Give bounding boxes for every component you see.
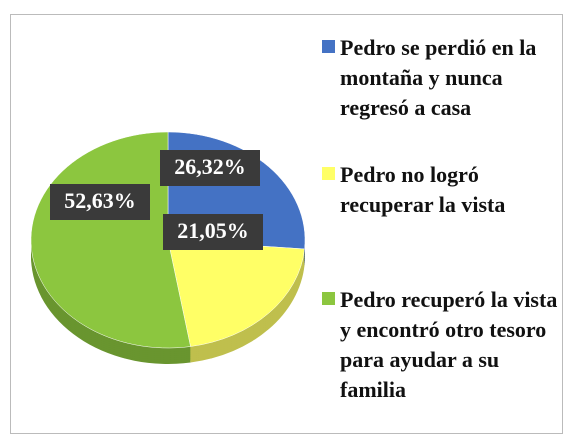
- value-label: 26,32%: [174, 154, 246, 179]
- label-bg: [160, 150, 260, 186]
- legend-swatch: [322, 40, 335, 53]
- legend-label: Pedro recuperó la vista y encontró otro …: [340, 287, 558, 402]
- legend-label: Pedro no logró recuperar la vista: [340, 162, 506, 217]
- label-bg: [163, 214, 263, 250]
- legend-label: Pedro se perdió en la montaña y nunca re…: [340, 35, 537, 120]
- legend-entry: Pedro no logró recuperar la vista: [322, 160, 560, 220]
- label-bg: [50, 184, 150, 220]
- legend-swatch: [322, 292, 335, 305]
- value-label: 21,05%: [177, 218, 249, 243]
- value-label-box: 26,32%: [160, 150, 260, 186]
- slice: [167, 239, 305, 347]
- value-label-box: 52,63%: [50, 184, 150, 220]
- legend-entry: Pedro recuperó la vista y encontró otro …: [322, 285, 560, 405]
- legend-swatch: [322, 167, 335, 180]
- chart: 26,32% 21,05% 52,63%: [30, 131, 306, 364]
- legend-entry: Pedro se perdió en la montaña y nunca re…: [322, 33, 560, 123]
- page: 26,32% 21,05% 52,63% Pedro se perdió en la…: [10, 14, 563, 434]
- value-label: 52,63%: [64, 188, 136, 213]
- value-label-box: 21,05%: [163, 214, 263, 250]
